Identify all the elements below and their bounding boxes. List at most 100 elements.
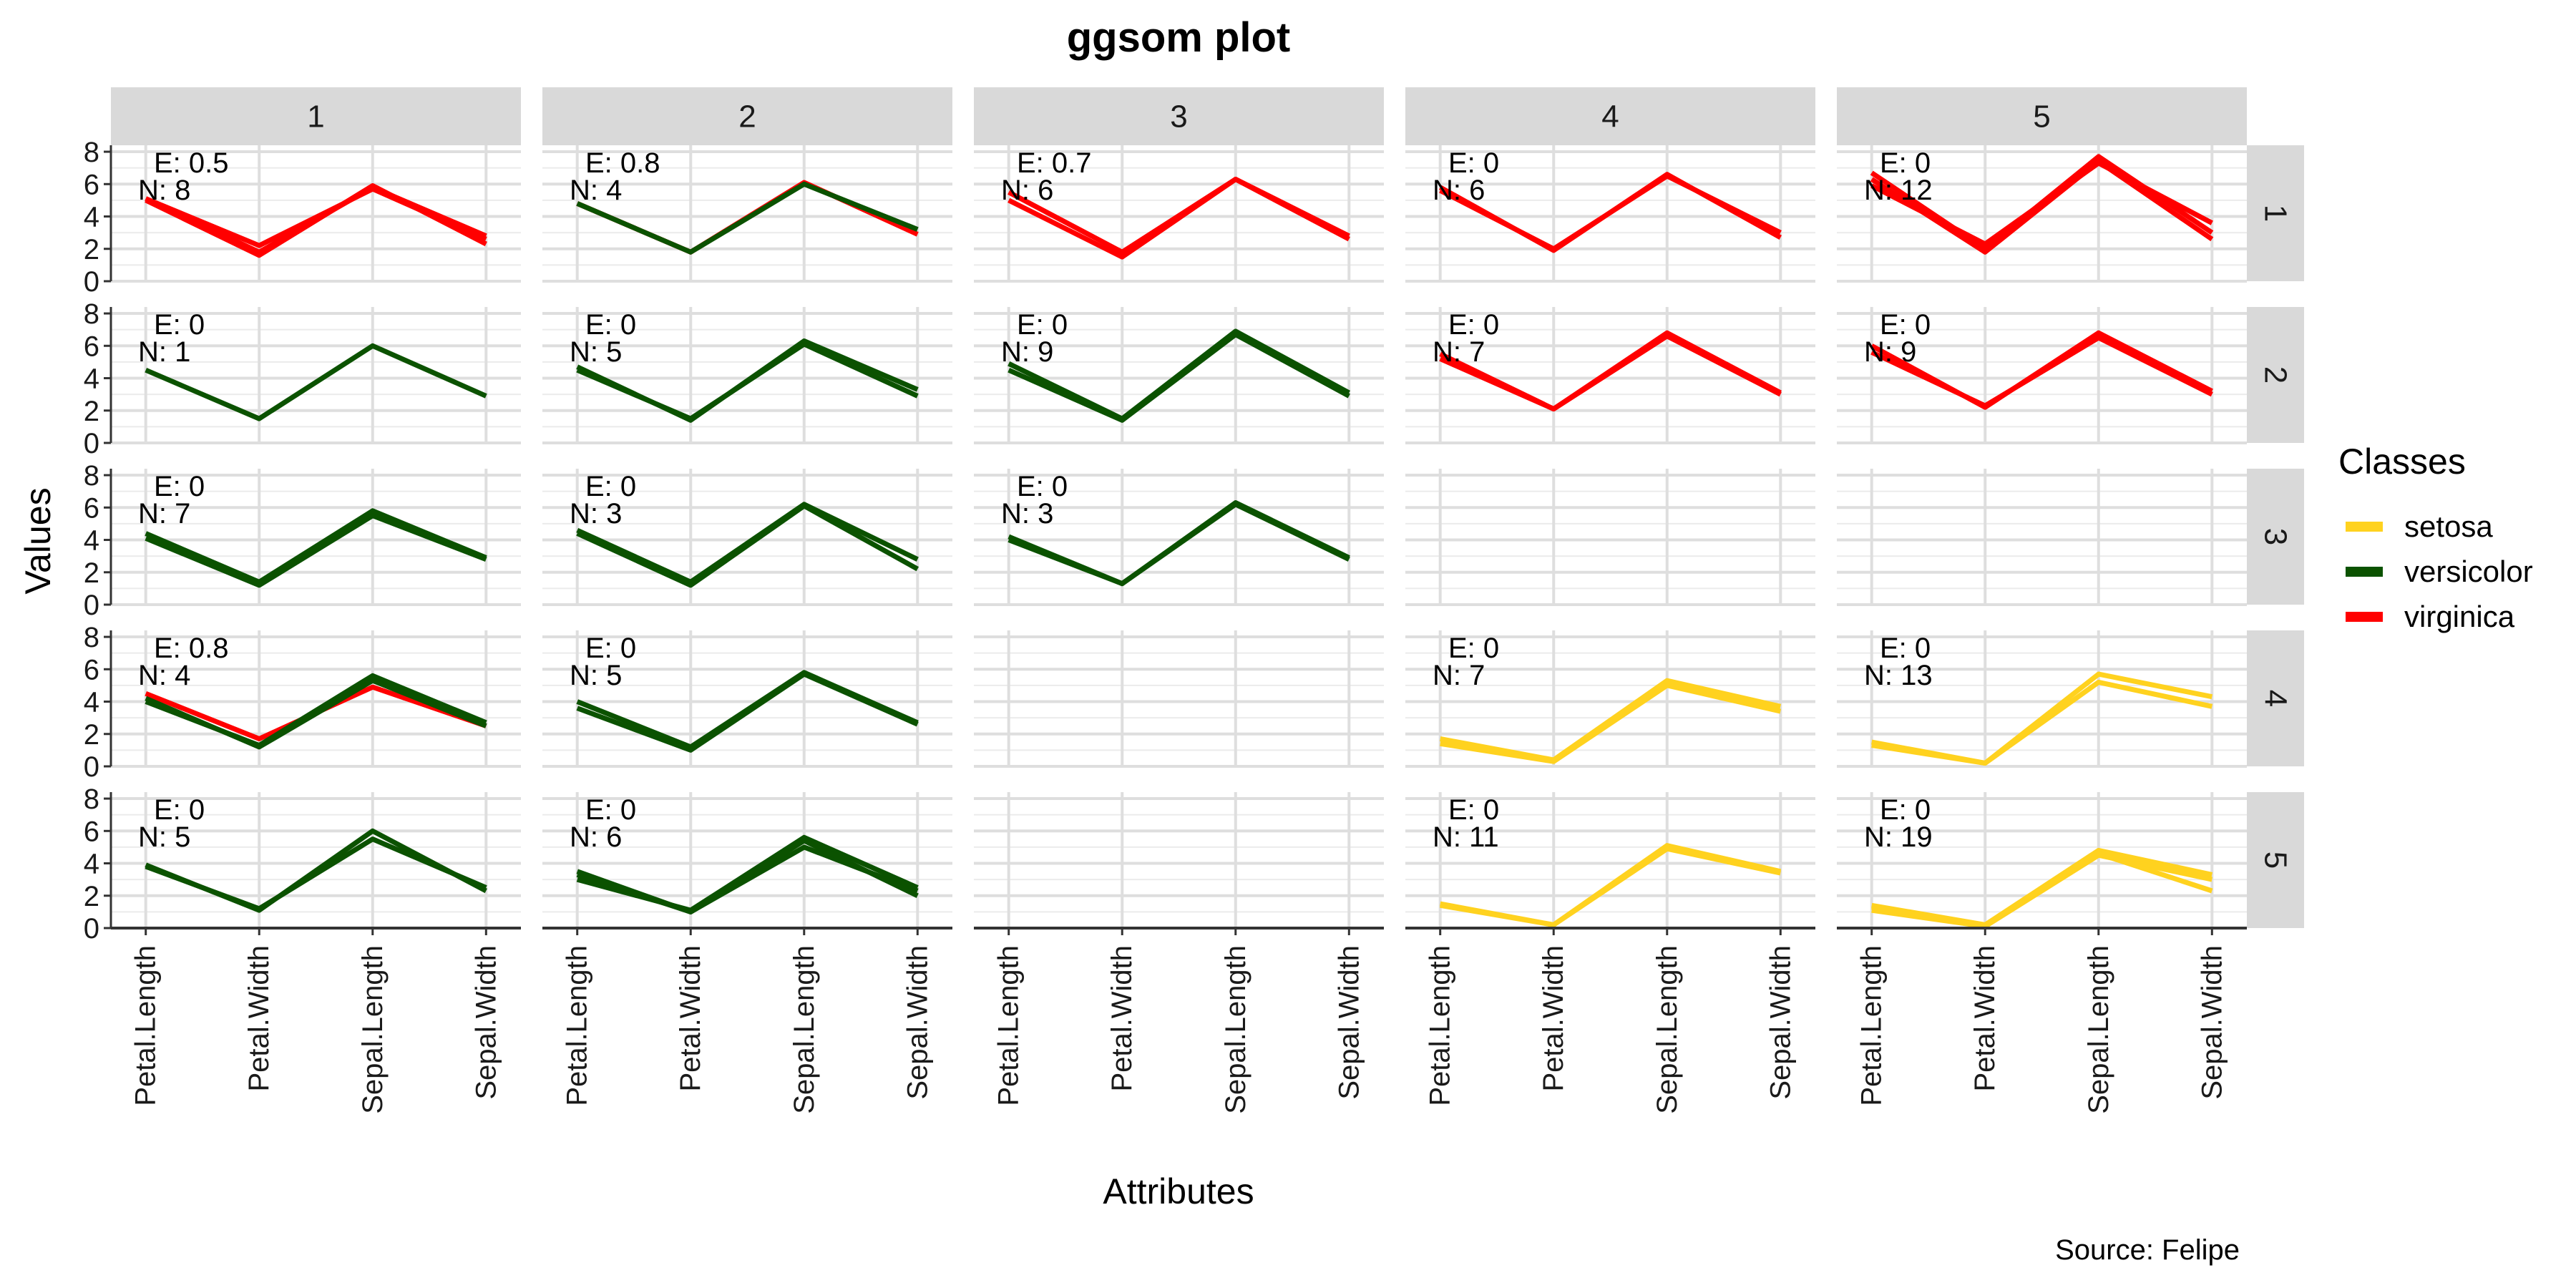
series-line-versicolor xyxy=(576,671,919,753)
x-tick-label: Sepal.Width xyxy=(2196,945,2228,1100)
x-tick-label: Sepal.Length xyxy=(357,945,389,1114)
caption: Source: Felipe xyxy=(2055,1234,2240,1266)
series-line-virginica xyxy=(1870,159,2214,255)
panel-r2-c1: E: 0N: 1 xyxy=(111,307,521,444)
y-tick-label: 0 xyxy=(84,590,99,621)
legend-key-versicolor xyxy=(2346,567,2383,577)
row-strip-label: 1 xyxy=(2258,205,2293,222)
count-label: N: 5 xyxy=(138,821,190,853)
panel-r2-c4: E: 0N: 7 xyxy=(1405,307,1815,444)
column-strip-2 xyxy=(542,87,952,145)
y-tick-label: 0 xyxy=(84,751,99,783)
error-label: E: 0 xyxy=(1017,309,1068,341)
series-line-versicolor xyxy=(576,838,919,914)
row-strip-label: 3 xyxy=(2258,528,2293,545)
panel-r4-c5: E: 0N: 13 xyxy=(1837,630,2247,768)
panel-background xyxy=(1405,469,1815,605)
panel-r1-c3: E: 0.7N: 6 xyxy=(974,145,1384,283)
series-line-versicolor xyxy=(145,836,487,912)
y-tick-label: 8 xyxy=(84,784,99,815)
count-label: N: 1 xyxy=(138,336,190,368)
panel-background xyxy=(1837,469,2247,605)
panel-r3-c5 xyxy=(1837,469,2247,606)
error-label: E: 0 xyxy=(1017,471,1068,502)
row-strip-label: 4 xyxy=(2258,690,2293,707)
panel-r5-c1: E: 0N: 5 xyxy=(111,792,521,930)
count-label: N: 6 xyxy=(570,821,622,853)
panel-r3-c2: E: 0N: 3 xyxy=(542,469,952,606)
series-line-versicolor xyxy=(145,678,487,750)
x-tick-label: Sepal.Width xyxy=(902,945,933,1100)
row-strip-label: 2 xyxy=(2258,366,2293,384)
panel-r4-c3 xyxy=(974,630,1384,768)
y-tick-label: 6 xyxy=(84,492,99,524)
facet-panels: E: 0.5N: 8E: 0.8N: 4E: 0.7N: 6E: 0N: 6E:… xyxy=(111,145,2247,930)
count-label: N: 7 xyxy=(1433,336,1485,368)
count-label: N: 12 xyxy=(1864,175,1933,206)
x-tick-label: Sepal.Width xyxy=(470,945,502,1100)
column-strip-5 xyxy=(1837,87,2247,145)
row-strip-label: 5 xyxy=(2258,852,2293,869)
y-tick-label: 8 xyxy=(84,298,99,330)
y-tick-label: 6 xyxy=(84,169,99,200)
row-strip-3 xyxy=(2247,469,2304,605)
series-line-versicolor xyxy=(1008,502,1350,587)
error-label: E: 0 xyxy=(585,633,636,664)
error-label: E: 0 xyxy=(1448,633,1499,664)
series-line-versicolor xyxy=(576,341,919,421)
count-label: N: 3 xyxy=(1001,498,1053,530)
x-tick-label: Sepal.Width xyxy=(1765,945,1796,1100)
x-tick-label: Petal.Length xyxy=(993,945,1025,1106)
panel-r5-c5: E: 0N: 19 xyxy=(1837,792,2247,930)
panel-r4-c1: E: 0.8N: 4 xyxy=(111,630,521,768)
series-line-versicolor xyxy=(145,343,487,421)
legend-label-versicolor: versicolor xyxy=(2404,555,2533,588)
y-tick-label: 2 xyxy=(84,557,99,589)
y-axis-label: Values xyxy=(18,487,58,594)
count-label: N: 4 xyxy=(570,175,622,206)
count-label: N: 13 xyxy=(1864,660,1933,691)
error-label: E: 0 xyxy=(1448,794,1499,826)
x-axis-label: Attributes xyxy=(1103,1171,1254,1211)
x-tick-label: Petal.Width xyxy=(1538,945,1569,1092)
count-label: N: 9 xyxy=(1001,336,1053,368)
error-label: E: 0 xyxy=(1880,147,1931,179)
panel-r5-c2: E: 0N: 6 xyxy=(542,792,952,930)
panel-r5-c4: E: 0N: 11 xyxy=(1405,792,1815,930)
legend-label-setosa: setosa xyxy=(2404,509,2493,543)
error-label: E: 0 xyxy=(1448,147,1499,179)
column-strip-label: 5 xyxy=(2033,99,2050,135)
error-label: E: 0 xyxy=(585,309,636,341)
legend-label-virginica: virginica xyxy=(2404,600,2515,633)
count-label: N: 6 xyxy=(1001,175,1053,206)
column-strip-label: 2 xyxy=(738,99,756,135)
y-tick-label: 4 xyxy=(84,687,99,718)
series-line-versicolor xyxy=(576,181,919,255)
panel-r1-c4: E: 0N: 6 xyxy=(1405,145,1815,283)
x-tick-label: Sepal.Length xyxy=(789,945,820,1114)
x-tick-label: Sepal.Length xyxy=(1220,945,1252,1114)
count-label: N: 4 xyxy=(138,660,190,691)
panel-r3-c1: E: 0N: 7 xyxy=(111,469,521,606)
count-label: N: 5 xyxy=(570,660,622,691)
y-tick-label: 2 xyxy=(84,396,99,427)
error-label: E: 0 xyxy=(585,794,636,826)
series-line-virginica xyxy=(1008,177,1350,260)
panel-r5-c3 xyxy=(974,792,1384,930)
series-line-versicolor xyxy=(145,508,487,585)
panel-r4-c4: E: 0N: 7 xyxy=(1405,630,1815,768)
series-line-virginica xyxy=(1439,173,1782,252)
count-label: N: 19 xyxy=(1864,821,1933,853)
series-line-virginica xyxy=(145,186,487,248)
series-line-versicolor xyxy=(576,503,919,588)
x-tick-label: Petal.Length xyxy=(1425,945,1456,1106)
y-tick-label: 6 xyxy=(84,331,99,362)
series-line-setosa xyxy=(1440,846,1782,927)
chart-title: ggsom plot xyxy=(1067,14,1291,61)
column-strip-4 xyxy=(1405,87,1815,145)
error-label: E: 0 xyxy=(154,794,205,826)
x-tick-label: Petal.Width xyxy=(675,945,706,1092)
count-label: N: 7 xyxy=(138,498,190,530)
